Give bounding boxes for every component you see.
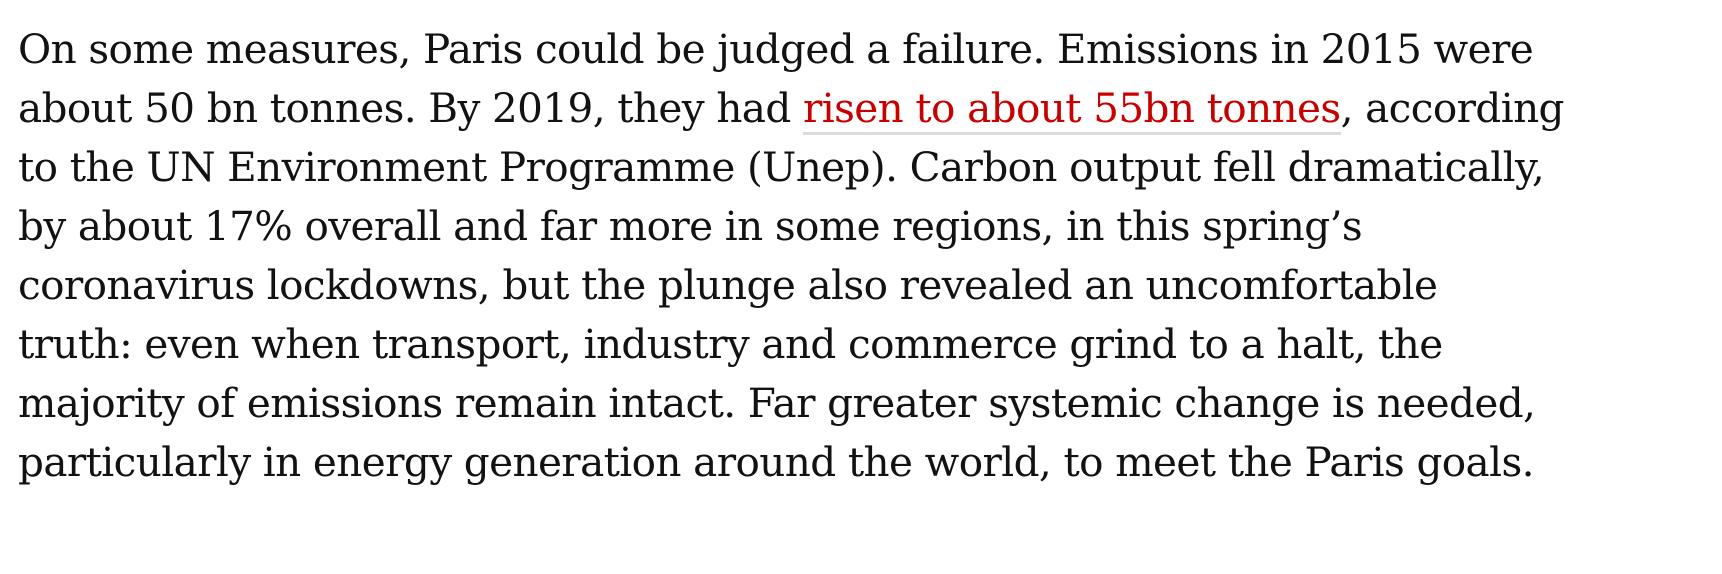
paragraph-line-7: majority of emissions remain intact. Far… xyxy=(18,379,1536,427)
article-body: On some measures, Paris could be judged … xyxy=(18,20,1708,492)
article-paragraph: On some measures, Paris could be judged … xyxy=(18,20,1708,492)
paragraph-line-6: truth: even when transport, industry and… xyxy=(18,320,1443,368)
unep-emissions-link[interactable]: risen to about 55bn tonnes xyxy=(802,84,1341,135)
line-2-text-after-link: , according xyxy=(1340,84,1565,132)
paragraph-line-2: about 50 bn tonnes. By 2019, they had ri… xyxy=(18,79,1708,138)
paragraph-line-3: to the UN Environment Programme (Unep). … xyxy=(18,143,1545,191)
paragraph-line-1: On some measures, Paris could be judged … xyxy=(18,25,1534,73)
paragraph-line-5: coronavirus lockdowns, but the plunge al… xyxy=(18,261,1438,309)
line-2-text-before-link: about 50 bn tonnes. By 2019, they had xyxy=(18,84,803,132)
paragraph-line-8: particularly in energy generation around… xyxy=(18,438,1535,486)
paragraph-line-4: by about 17% overall and far more in som… xyxy=(18,202,1363,250)
